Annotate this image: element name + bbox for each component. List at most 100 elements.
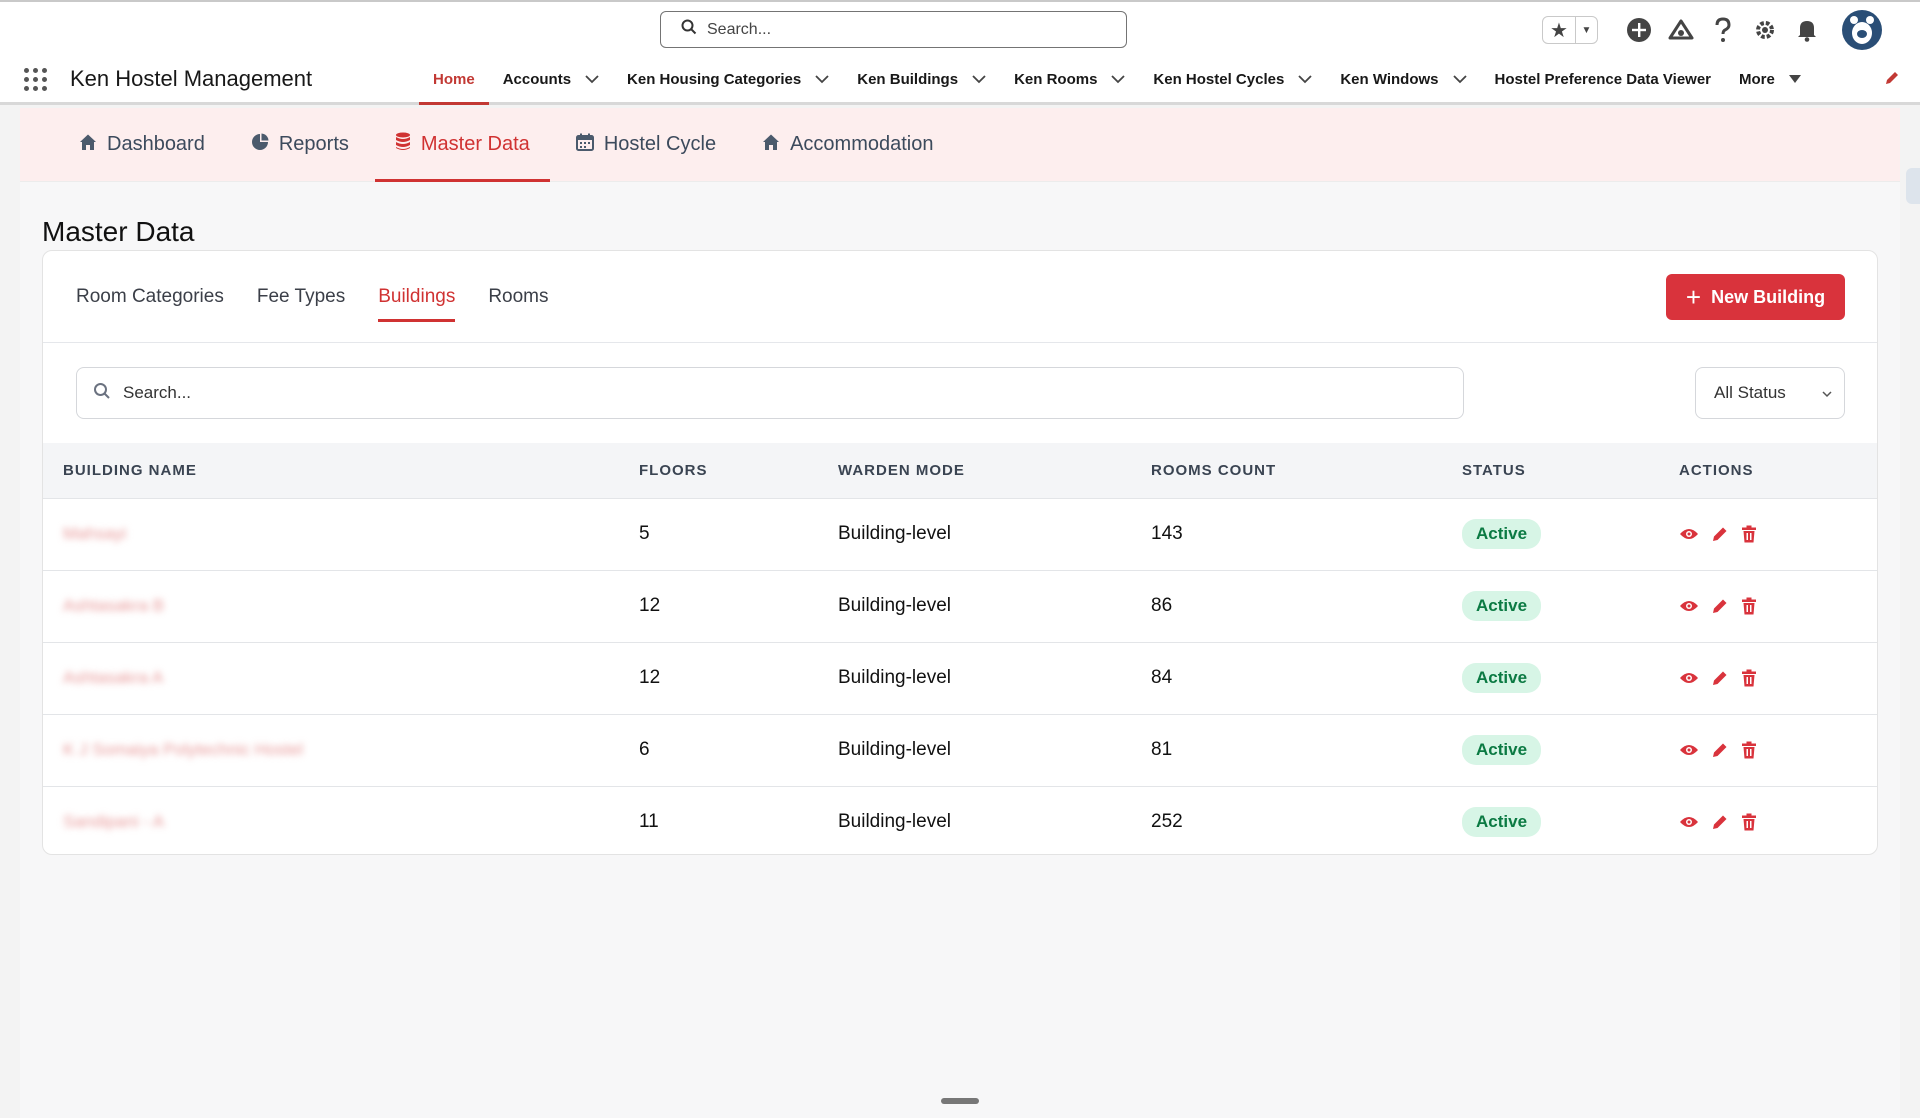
building-search-input[interactable]: Search... [76, 367, 1464, 419]
edit-icon[interactable] [1711, 597, 1729, 615]
view-icon[interactable] [1679, 599, 1699, 613]
new-building-button[interactable]: + New Building [1666, 274, 1845, 320]
status-badge: Active [1462, 663, 1542, 693]
rooms-count-cell: 81 [1131, 713, 1442, 786]
tab-rooms[interactable]: Rooms [488, 285, 549, 307]
search-icon [681, 19, 707, 40]
tab-room-categories[interactable]: Room Categories [76, 285, 224, 307]
floors-cell: 11 [619, 785, 818, 854]
nav-item-hostel-preference-data-viewer[interactable]: Hostel Preference Data Viewer [1481, 56, 1726, 102]
trash-icon[interactable] [1741, 525, 1757, 543]
trailhead-icon[interactable] [1660, 10, 1702, 50]
nav-item-ken-buildings[interactable]: Ken Buildings [843, 56, 1000, 102]
tab-label: Hostel Cycle [603, 133, 717, 155]
calendar-icon [575, 133, 604, 157]
building-name[interactable]: Mahsayi [43, 497, 619, 570]
drag-handle[interactable] [941, 1098, 979, 1104]
table-row: Mahsayi 5 Building-level 143 Active [43, 497, 1877, 570]
buildings-table: BUILDING NAME FLOORS WARDEN MODE ROOMS C… [43, 443, 1877, 854]
actions-cell [1659, 569, 1877, 642]
nav-item-label: Ken Windows [1340, 70, 1439, 88]
app-launcher-icon[interactable] [0, 56, 70, 102]
trash-icon[interactable] [1741, 813, 1757, 831]
column-header-rooms-count[interactable]: ROOMS COUNT [1151, 461, 1277, 479]
nav-item-label: Ken Housing Categories [627, 70, 802, 88]
chevron-down-icon[interactable] [972, 74, 986, 84]
tab-reports[interactable]: Reports [231, 108, 369, 182]
nav-item-ken-windows[interactable]: Ken Windows [1326, 56, 1480, 102]
warden-mode-cell: Building-level [818, 641, 1131, 714]
building-name[interactable]: Ashtasakra B [43, 569, 619, 642]
tab-fee-types[interactable]: Fee Types [256, 285, 346, 307]
view-icon[interactable] [1679, 815, 1699, 829]
rooms-count-cell: 86 [1131, 569, 1442, 642]
tab-dashboard[interactable]: Dashboard [59, 108, 225, 182]
column-header-status[interactable]: STATUS [1462, 461, 1526, 479]
tab-master-data[interactable]: Master Data [374, 108, 550, 182]
favorites-button-group: ★ ▼ [1542, 16, 1598, 44]
view-icon[interactable] [1679, 671, 1699, 685]
utility-panel-toggle[interactable] [1906, 168, 1920, 204]
nav-item-ken-hostel-cycles[interactable]: Ken Hostel Cycles [1139, 56, 1326, 102]
gear-icon[interactable] [1744, 10, 1786, 50]
nav-item-accounts[interactable]: Accounts [489, 56, 613, 102]
plus-icon: + [1685, 282, 1702, 312]
global-search-placeholder: Search... [707, 20, 772, 38]
chevron-down-icon[interactable] [1452, 74, 1467, 84]
database-icon [395, 132, 421, 157]
rooms-count-cell: 252 [1131, 785, 1442, 854]
nav-item-label: More [1739, 70, 1775, 88]
trash-icon[interactable] [1741, 597, 1757, 615]
chevron-down-icon[interactable] [1111, 74, 1126, 84]
edit-nav-icon[interactable] [1884, 70, 1900, 91]
nav-item-home[interactable]: Home [419, 56, 489, 105]
filter-row: Search... All Status [43, 343, 1877, 443]
trash-icon[interactable] [1741, 669, 1757, 687]
global-search-input[interactable]: Search... [660, 11, 1127, 48]
table-header-row: BUILDING NAME FLOORS WARDEN MODE ROOMS C… [43, 443, 1877, 498]
nav-item-more[interactable]: More [1725, 56, 1815, 102]
avatar[interactable] [1842, 10, 1882, 50]
star-icon[interactable]: ★ [1550, 19, 1568, 42]
status-filter-select[interactable]: All Status [1695, 367, 1845, 419]
nav-item-ken-rooms[interactable]: Ken Rooms [1000, 56, 1139, 102]
table-row: K J Somaiya Polytechnic Hostel 6 Buildin… [43, 713, 1877, 786]
chevron-down-icon[interactable] [1298, 74, 1312, 84]
table-row: Ashtasakra A 12 Building-level 84 Active [43, 641, 1877, 714]
caret-down-icon[interactable]: ▼ [1575, 17, 1597, 43]
building-name[interactable]: Ashtasakra A [43, 641, 619, 714]
column-header-warden-mode[interactable]: WARDEN MODE [838, 461, 965, 479]
pie-chart-icon [251, 133, 279, 157]
bell-icon[interactable] [1786, 10, 1828, 50]
tab-hostel-cycle[interactable]: Hostel Cycle [556, 108, 736, 182]
actions-cell [1659, 785, 1877, 854]
view-icon[interactable] [1679, 527, 1699, 541]
status-cell: Active [1442, 569, 1659, 642]
tab-buildings[interactable]: Buildings [378, 274, 456, 322]
nav-item-ken-housing-categories[interactable]: Ken Housing Categories [613, 56, 843, 102]
view-icon[interactable] [1679, 743, 1699, 757]
status-badge: Active [1462, 735, 1542, 765]
warden-mode-cell: Building-level [818, 497, 1131, 570]
home-icon [79, 133, 107, 157]
edit-icon[interactable] [1711, 525, 1729, 543]
actions-cell [1659, 641, 1877, 714]
edit-icon[interactable] [1711, 741, 1729, 759]
add-icon[interactable] [1618, 10, 1660, 50]
chevron-down-icon[interactable] [815, 74, 829, 84]
edit-icon[interactable] [1711, 813, 1729, 831]
tab-label: Master Data [420, 133, 530, 155]
column-header-building-name[interactable]: BUILDING NAME [63, 461, 197, 479]
warden-mode-cell: Building-level [818, 713, 1131, 786]
edit-icon[interactable] [1711, 669, 1729, 687]
caret-down-icon[interactable] [1788, 75, 1801, 83]
status-badge: Active [1462, 807, 1542, 838]
building-name[interactable]: K J Somaiya Polytechnic Hostel [43, 713, 619, 786]
building-name[interactable]: Sandipani - A [43, 785, 619, 854]
home-icon [762, 133, 790, 157]
help-icon[interactable] [1702, 10, 1744, 50]
tab-accommodation[interactable]: Accommodation [742, 108, 953, 182]
column-header-floors[interactable]: FLOORS [639, 461, 708, 479]
trash-icon[interactable] [1741, 741, 1757, 759]
chevron-down-icon[interactable] [585, 74, 599, 84]
